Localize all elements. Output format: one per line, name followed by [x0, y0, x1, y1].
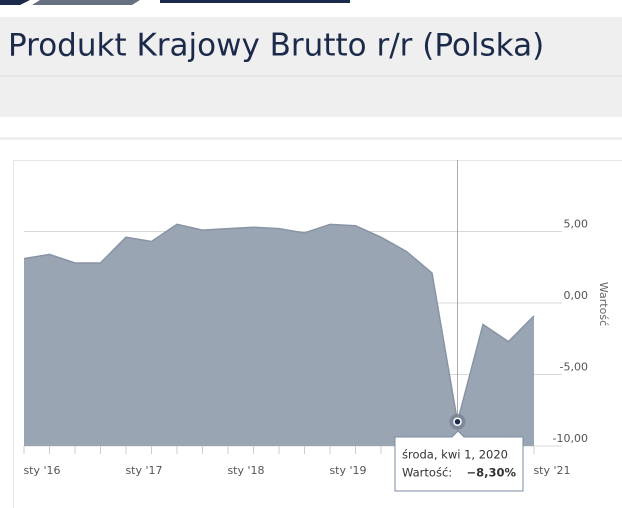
marker	[453, 417, 462, 426]
y-tick-label: -10,00	[553, 432, 588, 445]
x-tick-label: sty '18	[227, 464, 264, 477]
tooltip-box	[394, 430, 524, 492]
y-tick-label: 0,00	[564, 289, 589, 302]
x-tick-label: sty '16	[23, 464, 60, 477]
panel-top	[0, 137, 622, 140]
y-tick-label: -5,00	[560, 361, 588, 374]
tooltip-value: −8,30%	[466, 466, 516, 480]
header-box	[0, 17, 622, 117]
y-tick-label: 5,00	[564, 218, 589, 231]
nav-underline	[160, 0, 350, 3]
x-tick-label: sty '21	[533, 464, 570, 477]
y-axis-title: Wartość	[597, 282, 610, 326]
page-title: Produkt Krajowy Brutto r/r (Polska)	[8, 28, 544, 64]
area-line	[23, 223, 535, 422]
tooltip: środa, kwi 1, 2020 Wartość: −8,30%	[394, 430, 524, 492]
chart-frame	[13, 160, 622, 508]
tooltip-title: środa, kwi 1, 2020	[402, 448, 508, 462]
area	[24, 224, 534, 446]
x-tick-label: sty '17	[125, 464, 162, 477]
nav-tab	[0, 0, 30, 5]
x-tick-label: sty '19	[329, 464, 366, 477]
tooltip-label: Wartość:	[402, 466, 452, 480]
nav-tab	[32, 0, 140, 5]
